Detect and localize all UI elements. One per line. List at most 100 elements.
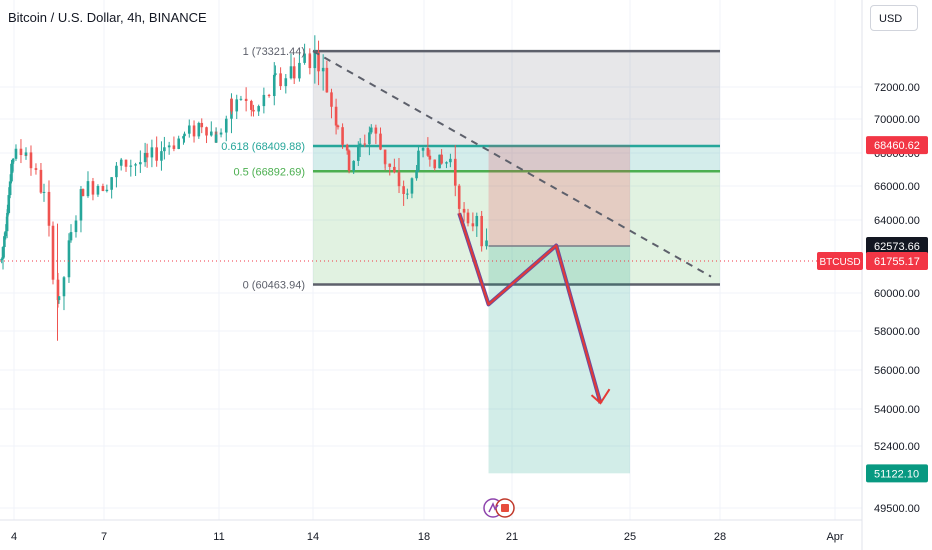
candle-body	[325, 67, 329, 93]
candle-body	[334, 106, 338, 126]
candle-body	[209, 131, 213, 136]
currency-button[interactable]: USD	[870, 5, 918, 31]
fib-zone-upper	[313, 51, 720, 147]
candle-body	[352, 160, 355, 171]
candle-body	[4, 231, 8, 237]
candle-body	[51, 225, 55, 280]
candle-body	[336, 125, 340, 128]
candle-body	[192, 125, 196, 137]
candle-body	[388, 163, 392, 167]
candle-body	[101, 185, 105, 192]
candle-body	[284, 78, 288, 87]
candle-body	[410, 178, 414, 194]
candle-body	[345, 144, 349, 151]
candle-body	[330, 92, 333, 107]
candle-body	[10, 163, 13, 182]
candle-body	[1, 247, 5, 259]
candle-body	[393, 166, 396, 173]
candle-body	[219, 132, 223, 135]
candle-body	[303, 53, 306, 63]
price-tick-label: 60000.00	[874, 288, 920, 300]
candle-body	[257, 106, 260, 112]
candle-body	[363, 143, 367, 145]
candle-body	[374, 127, 378, 134]
time-tick-label: 4	[11, 531, 17, 543]
time-tick-label: 14	[307, 531, 319, 543]
candle-body	[279, 73, 282, 87]
time-tick-label: 28	[714, 531, 726, 543]
candle-body	[119, 159, 123, 162]
fib-level-label: 0.5 (66892.69)	[233, 166, 305, 178]
candle-body	[383, 149, 387, 164]
candle-body	[433, 159, 437, 169]
candle-body	[163, 147, 166, 152]
candle-body	[462, 208, 466, 213]
candle-body	[321, 67, 325, 72]
candle-body	[79, 189, 83, 221]
candle-body	[29, 152, 33, 169]
candle-body	[182, 136, 185, 139]
candle-body	[289, 66, 293, 79]
fib-level-label: 1 (73321.44)	[243, 46, 305, 58]
current-price-badge	[866, 251, 928, 270]
candle-body	[160, 151, 163, 161]
candle-body	[313, 52, 317, 69]
price-tick-label: 72000.00	[874, 82, 920, 94]
price-badge	[866, 237, 928, 256]
candle-body	[14, 148, 18, 159]
candle-body	[3, 236, 6, 248]
candle-body	[42, 191, 46, 193]
symbol-tag	[817, 251, 863, 270]
candle-body	[466, 212, 470, 224]
candle-body	[480, 215, 483, 247]
price-tick-label: 54000.00	[874, 404, 920, 416]
candle-body	[235, 99, 239, 112]
candle-body	[39, 169, 43, 193]
candle-body	[262, 94, 266, 107]
current-price-label: 61755.17	[874, 256, 920, 268]
candle-body	[11, 158, 15, 163]
candle-body	[252, 109, 255, 112]
grid-lines	[0, 0, 862, 520]
candle-body	[110, 177, 113, 190]
candle-body	[402, 186, 405, 194]
symbol-tag-label: BTCUSD	[819, 257, 860, 268]
candle-body	[415, 170, 418, 179]
candle-body	[369, 127, 373, 133]
candle-body	[74, 220, 78, 233]
candles	[0, 35, 488, 341]
fib-zone-lower	[313, 171, 720, 285]
trend-line	[312, 50, 712, 278]
candle-body	[214, 134, 218, 143]
candle-body	[383, 163, 387, 165]
candle-body	[91, 181, 95, 195]
price-axis: 72000.0070000.0068000.0066000.0064000.00…	[817, 0, 928, 550]
candle-body	[197, 122, 201, 137]
candle-body	[272, 74, 276, 97]
candle-body	[19, 148, 23, 156]
projection-arrow-head	[590, 388, 611, 405]
candle-body	[81, 189, 85, 197]
position-target-zone	[488, 246, 630, 474]
time-axis: 4 7 11 14 18 21 25 28 Apr	[0, 519, 862, 543]
candle-body	[471, 223, 475, 227]
candle-body	[457, 185, 461, 209]
candle-body	[62, 277, 66, 297]
fib-level-label: 0 (60463.94)	[243, 280, 305, 292]
candle-body	[115, 165, 118, 178]
candle-body	[200, 122, 204, 128]
price-badge-label: 62573.66	[874, 241, 920, 253]
tradingview-logo-icon[interactable]	[483, 497, 517, 519]
price-tick-label: 70000.00	[874, 114, 920, 126]
candle-body	[347, 150, 351, 171]
candle-body	[445, 162, 448, 164]
candle-body	[368, 132, 371, 145]
candle-body	[292, 66, 296, 79]
candle-body	[57, 296, 61, 301]
candle-body	[475, 215, 479, 227]
price-tick-label: 66000.00	[874, 181, 920, 193]
candle-body	[428, 155, 432, 160]
candle-body	[397, 176, 401, 187]
